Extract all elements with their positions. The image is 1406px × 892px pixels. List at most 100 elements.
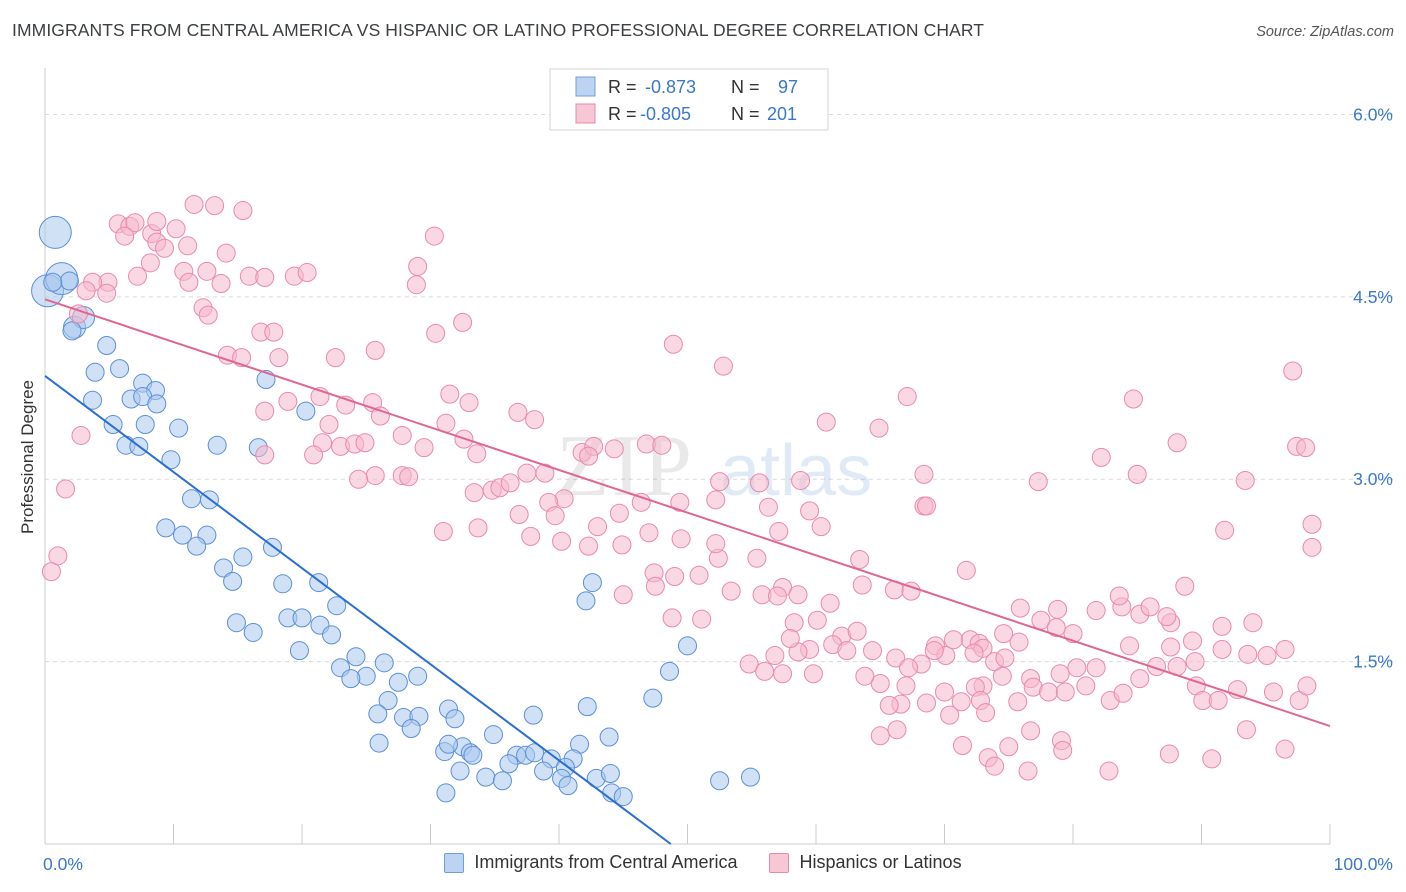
immigrants-point-84 (436, 783, 456, 803)
hispanics-point-126 (807, 610, 827, 630)
hispanics-point-131 (863, 641, 883, 661)
hispanics-point-163 (1113, 683, 1133, 703)
legend-label-hispanics: Hispanics or Latinos (799, 852, 962, 872)
immigrants-point-38 (292, 608, 312, 628)
legend-n-label-1: N = (731, 77, 760, 97)
bottom-legend: Immigrants from Central America Hispanic… (0, 852, 1406, 873)
hispanics-point-96 (552, 531, 572, 551)
immigrants-point-7 (110, 359, 130, 379)
hispanics-point-63 (304, 445, 324, 465)
axes (44, 68, 1331, 845)
immigrants-point-73 (577, 697, 597, 717)
immigrants-point-65 (525, 743, 545, 763)
immigrants-point-35 (226, 613, 246, 633)
hispanics-point-238 (1123, 389, 1143, 409)
watermark-zip: ZIP (556, 418, 694, 515)
hispanics-point-153 (917, 693, 937, 713)
hispanics-point-123 (662, 608, 682, 628)
hispanics-point-125 (784, 613, 804, 633)
immigrants-point-44 (374, 653, 394, 673)
hispanics-point-52 (319, 415, 339, 435)
hispanics-point-57 (355, 433, 375, 453)
hispanics-point-50 (508, 402, 528, 422)
immigrants-point-60 (438, 734, 458, 754)
hispanics-point-128 (847, 621, 867, 641)
hispanics-point-220 (887, 720, 907, 740)
hispanics-point-197 (994, 624, 1014, 644)
x-tick-label-0: 0.0% (43, 854, 83, 874)
hispanics-point-19 (255, 267, 275, 287)
hispanics-point-88 (706, 490, 726, 510)
hispanics-point-164 (1130, 669, 1150, 689)
hispanics-point-215 (1018, 761, 1038, 781)
hispanics-point-240 (914, 464, 934, 484)
immigrants-point-81 (600, 763, 620, 783)
hispanics-point-6 (184, 194, 204, 214)
hispanics-point-85 (609, 503, 629, 523)
legend-label-immigrants: Immigrants from Central America (474, 852, 738, 872)
immigrants-point-91 (582, 573, 602, 593)
immigrants-point-95 (59, 271, 79, 291)
hispanics-point-223 (952, 736, 972, 756)
hispanics-point-111 (645, 576, 665, 596)
hispanics-point-138 (855, 666, 875, 686)
hispanics-point-207 (780, 629, 800, 649)
hispanics-point-243 (869, 418, 889, 438)
hispanics-point-68 (349, 469, 369, 489)
hispanics-point-94 (468, 518, 488, 538)
hispanics-point-92 (800, 501, 820, 521)
hispanics-point-156 (1050, 664, 1070, 684)
hispanics-point-193 (1086, 601, 1106, 621)
hispanics-point-17 (128, 266, 148, 286)
hispanics-point-175 (1161, 637, 1181, 657)
hispanics-point-2 (125, 213, 145, 233)
hispanics-point-233 (1302, 514, 1322, 534)
legend-r-label-1: R = (608, 77, 637, 97)
immigrants-point-17 (207, 435, 227, 455)
hispanics-point-5 (166, 219, 186, 239)
hispanics-point-100 (639, 523, 659, 543)
immigrants-point-96 (43, 272, 63, 292)
immigrants-point-49 (378, 691, 398, 711)
immigrants-point-86 (660, 661, 680, 681)
hispanics-point-172 (1289, 691, 1309, 711)
hispanics-point-239 (1028, 472, 1048, 492)
hispanics-point-250 (56, 479, 76, 499)
hispanics-point-234 (1302, 537, 1322, 557)
legend-swatch-immigrants (444, 852, 465, 873)
y-tick-label-1: 3.0% (1353, 469, 1393, 489)
hispanics-point-116 (788, 585, 808, 605)
hispanics-point-90 (758, 497, 778, 517)
immigrants-point-62 (463, 745, 483, 765)
hispanics-point-226 (1008, 692, 1028, 712)
x-tick-label-1: 100.0% (1334, 854, 1393, 874)
hispanics-point-211 (1159, 744, 1179, 764)
hispanics-point-246 (663, 334, 683, 354)
hispanics-point-208 (1236, 720, 1256, 740)
legend-r-value-1: -0.873 (645, 77, 696, 97)
hispanics-point-173 (1297, 676, 1317, 696)
hispanics-point-202 (765, 646, 785, 666)
hispanics-point-74 (535, 463, 555, 483)
immigrants-point-55 (445, 709, 465, 729)
hispanics-point-204 (739, 654, 759, 674)
hispanics-point-7 (205, 196, 225, 216)
hispanics-point-64 (255, 445, 275, 465)
hispanics-point-42 (406, 275, 426, 295)
hispanics-point-157 (1039, 682, 1059, 702)
source-label: Source: ZipAtlas.com (1256, 24, 1394, 40)
immigrants-point-1 (38, 215, 72, 249)
legend-swatch-pink (575, 103, 596, 124)
hispanics-point-249 (71, 425, 91, 445)
hispanics-point-247 (710, 472, 730, 492)
hispanics-point-212 (1099, 761, 1119, 781)
hispanics-point-105 (811, 517, 831, 537)
series-hispanics-points (41, 194, 1322, 781)
legend-swatch-blue (575, 76, 596, 97)
hispanics-point-140 (803, 664, 823, 684)
hispanics-point-225 (985, 756, 1005, 776)
hispanics-point-219 (940, 705, 960, 725)
hispanics-point-13 (216, 243, 236, 263)
immigrants-point-56 (483, 725, 503, 745)
legend-item-immigrants: Immigrants from Central America (444, 852, 737, 873)
